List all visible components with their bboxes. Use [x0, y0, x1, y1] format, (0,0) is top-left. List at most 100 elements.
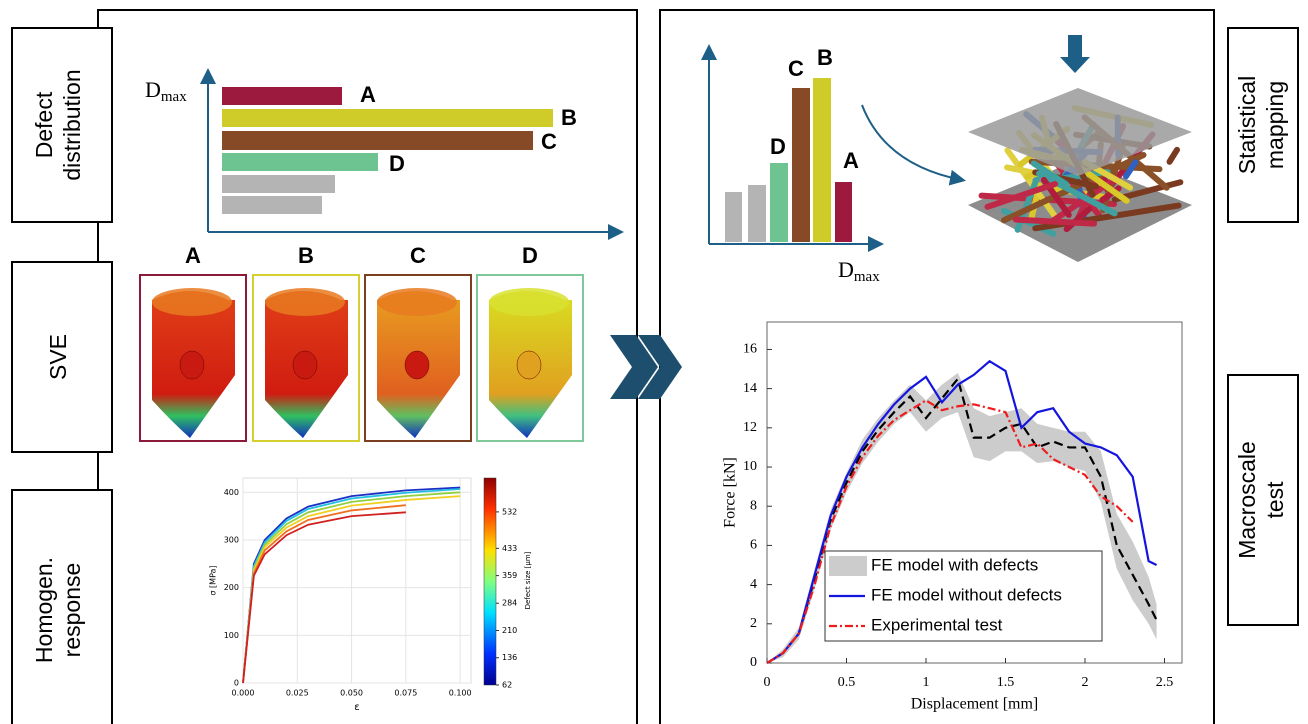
y-tick-label: 14 — [743, 381, 757, 396]
arrow — [862, 105, 962, 180]
colorbar-tick-label: 433 — [502, 544, 517, 553]
side-label-line: SVE — [45, 334, 71, 380]
strut — [1170, 150, 1177, 162]
axis-label: Dmax — [838, 257, 880, 285]
legend: FE model with defects FE model without de… — [825, 551, 1102, 641]
plate — [968, 88, 1192, 176]
legend-label: FE model without defects — [871, 585, 1062, 604]
diagram: Dmax A B C D D C B A Dmax ABCD 0.0000.02… — [0, 0, 1308, 724]
y-tick-label: 8 — [750, 498, 757, 513]
x-axis-label: Displacement [mm] — [911, 696, 1039, 713]
sve-pore — [180, 351, 204, 379]
bar-label: C — [541, 129, 557, 154]
legend-label: FE model with defects — [871, 555, 1038, 574]
bar-label: A — [843, 148, 859, 173]
y-tick-label: 200 — [224, 583, 239, 592]
statistical-mapping: D C B A Dmax — [709, 35, 1192, 285]
y-tick-label: 4 — [750, 577, 757, 592]
sve-label: C — [410, 243, 426, 268]
axis-subscript: max — [854, 269, 880, 285]
side-label-line: test — [1262, 481, 1288, 519]
x-tick-label: 0.050 — [340, 689, 363, 698]
bar — [222, 153, 378, 171]
bar — [748, 185, 766, 242]
y-tick-label: 6 — [750, 538, 757, 553]
y-tick-label: 400 — [224, 488, 239, 497]
y-tick-label: 12 — [743, 420, 757, 435]
bar-label: D — [770, 134, 786, 159]
x-axis-label: ε — [354, 702, 359, 713]
sve-pore — [405, 351, 429, 379]
side-label-line: distribution — [59, 69, 85, 180]
x-tick-label: 0.100 — [449, 689, 472, 698]
defect-distribution: Dmax A B C D — [145, 72, 620, 232]
bar — [813, 78, 831, 242]
sve-top — [489, 288, 569, 316]
y-axis-label: Force [kN] — [722, 457, 739, 528]
bar-label: A — [360, 82, 376, 107]
bar-label: B — [817, 45, 833, 70]
y-tick-label: 0 — [750, 655, 757, 670]
y-tick-label: 300 — [224, 535, 239, 544]
sve-group: A B C D — [140, 243, 583, 441]
side-label-line: Defect — [31, 91, 57, 158]
colorbar-tick-label: 284 — [502, 599, 517, 608]
side-label-line: mapping — [1262, 81, 1288, 169]
load-arrow — [1060, 35, 1090, 73]
y-tick-label: 100 — [224, 631, 239, 640]
x-tick-label: 0.025 — [286, 689, 309, 698]
sve-top — [152, 288, 232, 316]
colorbar-tick-label: 62 — [502, 681, 512, 690]
y-tick-label: 2 — [750, 616, 757, 631]
x-tick-label: 0.000 — [232, 689, 255, 698]
x-tick-label: 1.5 — [997, 675, 1015, 690]
sve-pore — [517, 351, 541, 379]
bar — [222, 131, 533, 150]
colorbar — [484, 478, 496, 685]
bar — [222, 109, 553, 127]
colorbar-tick-label: 532 — [502, 507, 517, 516]
side-label: SVE — [45, 334, 71, 380]
x-tick-label: 0 — [764, 675, 771, 690]
x-tick-label: 1 — [923, 675, 930, 690]
bar — [835, 182, 852, 242]
y-tick-label: 10 — [743, 459, 757, 474]
bar — [222, 87, 342, 105]
colorbar-label: Defect size [μm] — [524, 551, 532, 609]
sve-label: D — [522, 243, 538, 268]
bar-label: B — [561, 105, 577, 130]
bar-label: D — [389, 151, 405, 176]
side-label-line: Statistical — [1234, 76, 1260, 174]
colorbar-tick-label: 136 — [502, 653, 517, 662]
y-axis-label: σ [MPa] — [209, 565, 218, 595]
side-label-line: Homogen. — [31, 557, 57, 663]
sve-top — [377, 288, 457, 316]
axis-label: D — [838, 257, 854, 282]
axis-label: Dmax — [145, 77, 187, 105]
sve-top — [265, 288, 345, 316]
bar — [770, 163, 788, 242]
y-tick-label: 16 — [743, 342, 757, 357]
x-tick-label: 2 — [1082, 675, 1089, 690]
bar-label: C — [788, 56, 804, 81]
side-label-line: response — [59, 563, 85, 658]
strut — [1016, 220, 1094, 224]
legend-label: Experimental test — [871, 615, 1003, 634]
y-tick-label: 0 — [234, 679, 239, 688]
bar — [792, 88, 810, 242]
chart: 0 0.5 1 1.5 2 2.5 0 2 4 6 8 10 12 14 16 Displacement [m… — [722, 322, 1182, 713]
bar — [222, 196, 322, 214]
colorbar-tick-label: 210 — [502, 626, 517, 635]
sve-label: B — [298, 243, 314, 268]
axis-label: D — [145, 77, 161, 102]
bar — [222, 175, 335, 193]
legend-swatch — [829, 556, 867, 576]
colorbar-tick-label: 359 — [502, 571, 517, 580]
bar — [725, 192, 742, 242]
x-tick-label: 2.5 — [1156, 675, 1174, 690]
side-label-line: Macroscale — [1234, 441, 1260, 559]
sve-pore — [293, 351, 317, 379]
page: { "side_labels": { "left": [{"lines": ["… — [0, 0, 1308, 724]
sve-label: A — [185, 243, 201, 268]
x-tick-label: 0.5 — [838, 675, 856, 690]
